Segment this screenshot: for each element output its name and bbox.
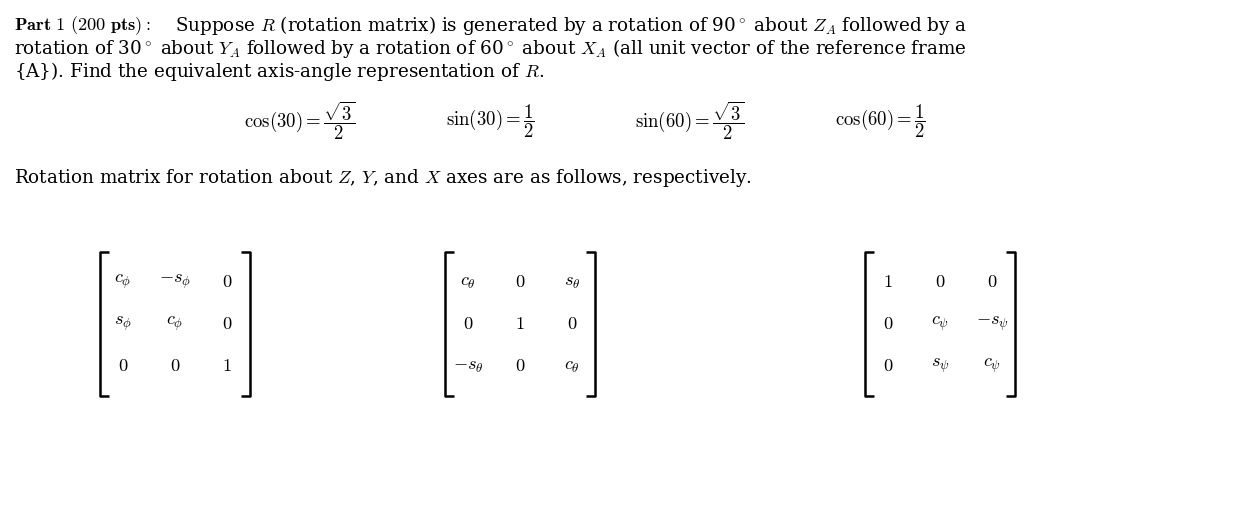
Text: $0$: $0$ — [515, 273, 526, 291]
Text: $1$: $1$ — [222, 357, 232, 375]
Text: $0$: $0$ — [463, 315, 473, 333]
Text: $c_\psi$: $c_\psi$ — [931, 315, 949, 333]
Text: $0$: $0$ — [170, 357, 180, 375]
Text: $1$: $1$ — [515, 315, 525, 333]
Text: Suppose $R$ (rotation matrix) is generated by a rotation of 90$^\circ$ about $Z_: Suppose $R$ (rotation matrix) is generat… — [175, 14, 967, 37]
Text: $c_\phi$: $c_\phi$ — [166, 315, 184, 333]
Text: $c_\theta$: $c_\theta$ — [565, 357, 580, 375]
Text: $0$: $0$ — [222, 273, 232, 291]
Text: $s_\phi$: $s_\phi$ — [114, 315, 132, 333]
Text: $0$: $0$ — [987, 273, 997, 291]
Text: $s_\psi$: $s_\psi$ — [931, 357, 949, 375]
Text: $0$: $0$ — [515, 357, 526, 375]
Text: $\sin(60) = \dfrac{\sqrt{3}}{2}$: $\sin(60) = \dfrac{\sqrt{3}}{2}$ — [636, 100, 744, 143]
Text: $\sin(30) = \dfrac{1}{2}$: $\sin(30) = \dfrac{1}{2}$ — [446, 102, 535, 140]
Text: $\cos(60) = \dfrac{1}{2}$: $\cos(60) = \dfrac{1}{2}$ — [834, 102, 926, 140]
Text: Rotation matrix for rotation about $Z$, $Y$, and $X$ axes are as follows, respec: Rotation matrix for rotation about $Z$, … — [14, 167, 752, 189]
Text: $0$: $0$ — [883, 315, 893, 333]
Text: rotation of 30$^\circ$ about $Y_A$ followed by a rotation of 60$^\circ$ about $X: rotation of 30$^\circ$ about $Y_A$ follo… — [14, 37, 967, 60]
Text: $-s_\theta$: $-s_\theta$ — [452, 357, 483, 375]
Text: $0$: $0$ — [117, 357, 129, 375]
Text: $1$: $1$ — [883, 273, 893, 291]
Text: $c_\phi$: $c_\phi$ — [115, 273, 131, 291]
Text: $-s_\phi$: $-s_\phi$ — [159, 273, 191, 291]
Text: $-s_\psi$: $-s_\psi$ — [975, 315, 1008, 333]
Text: $0$: $0$ — [934, 273, 945, 291]
Text: $s_\theta$: $s_\theta$ — [563, 273, 581, 291]
Text: $0$: $0$ — [222, 315, 232, 333]
Text: {A}). Find the equivalent axis-angle representation of $R$.: {A}). Find the equivalent axis-angle rep… — [14, 60, 545, 83]
Text: $0$: $0$ — [883, 357, 893, 375]
Text: $\cos(30) = \dfrac{\sqrt{3}}{2}$: $\cos(30) = \dfrac{\sqrt{3}}{2}$ — [245, 100, 356, 143]
Text: $0$: $0$ — [567, 315, 577, 333]
Text: $c_\psi$: $c_\psi$ — [983, 357, 1000, 375]
Text: $c_\theta$: $c_\theta$ — [460, 273, 476, 291]
Text: $\mathbf{Part\ 1\ (200\ pts):}$: $\mathbf{Part\ 1\ (200\ pts):}$ — [14, 14, 151, 37]
